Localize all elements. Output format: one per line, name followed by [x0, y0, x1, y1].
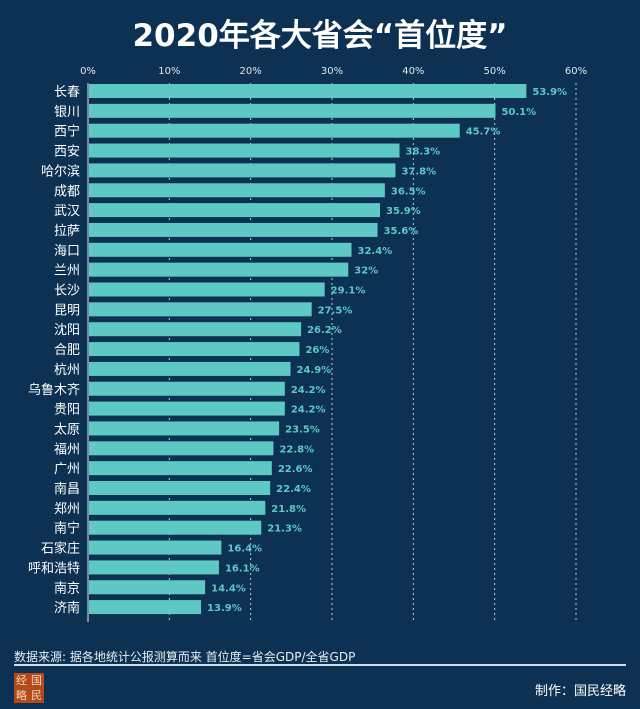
category-label: 沈阳	[54, 323, 80, 338]
category-label: 太原	[54, 422, 80, 437]
bar	[89, 84, 527, 98]
data-label: 13.9%	[207, 603, 242, 614]
category-label: 西宁	[54, 124, 80, 140]
category-label: 海口	[54, 244, 80, 259]
logo: 经国略民	[14, 673, 44, 703]
bar	[89, 461, 272, 476]
bar-chart: 0% 10% 20% 30% 40% 50% 60% 长春 53.9% 银川 50.1% 西宁 45.7…	[28, 66, 587, 622]
data-label: 35.6%	[384, 226, 419, 237]
bar	[89, 441, 274, 456]
data-label: 21.8%	[271, 504, 306, 515]
data-label: 26.2%	[307, 325, 342, 336]
bar	[89, 421, 280, 436]
data-label: 38.3%	[406, 147, 441, 158]
bar	[89, 342, 300, 357]
category-label: 杭州	[54, 363, 80, 378]
x-tick-label: 50%	[484, 66, 506, 77]
category-label: 昆明	[54, 303, 80, 318]
data-label: 32.4%	[358, 246, 393, 257]
data-label: 50.1%	[501, 107, 536, 118]
x-tick-label: 60%	[565, 66, 587, 77]
category-label: 武汉	[54, 204, 80, 219]
bar	[89, 381, 285, 396]
x-tick-label: 40%	[402, 66, 424, 77]
data-label: 22.8%	[279, 444, 314, 455]
bar	[89, 580, 206, 595]
category-label: 长沙	[54, 284, 80, 299]
category-label: 拉萨	[54, 224, 80, 239]
data-label: 24.9%	[297, 365, 332, 376]
bar	[89, 282, 325, 297]
data-label: 45.7%	[466, 127, 501, 138]
category-label: 石家庄	[41, 541, 80, 557]
data-label: 22.6%	[278, 464, 313, 475]
data-label: 27.5%	[318, 305, 353, 316]
data-label: 16.1%	[225, 563, 260, 574]
bar	[89, 103, 496, 118]
bar	[89, 520, 262, 535]
category-label: 郑州	[54, 502, 80, 517]
bar	[89, 143, 400, 158]
data-label: 37.8%	[401, 166, 436, 177]
credit-text: 制作：国民经略	[534, 684, 626, 699]
category-label: 南宁	[54, 521, 80, 537]
bar	[89, 163, 396, 178]
data-label: 36.5%	[391, 186, 426, 197]
category-label: 西安	[54, 145, 80, 160]
data-label: 21.3%	[267, 524, 302, 535]
category-label: 长春	[54, 85, 80, 100]
data-label: 14.4%	[211, 583, 246, 594]
data-label: 24.2%	[291, 405, 326, 416]
category-label: 南京	[54, 580, 80, 596]
data-source-note: 数据来源: 据各地统计公报测算而来 首位度=省会GDP/全省GDP	[14, 650, 356, 664]
data-label: 16.4%	[227, 544, 262, 555]
bar	[89, 540, 222, 555]
category-label: 银川	[54, 105, 80, 120]
data-label: 24.2%	[291, 385, 326, 396]
x-tick-label: 10%	[158, 66, 180, 77]
bar	[89, 222, 378, 237]
bar	[89, 481, 271, 495]
data-label: 32%	[354, 266, 378, 277]
category-label: 乌鲁木齐	[28, 382, 80, 398]
bar	[89, 361, 291, 376]
bar	[89, 401, 285, 416]
x-tick-label: 20%	[240, 66, 262, 77]
bar	[89, 302, 312, 317]
category-label: 合肥	[54, 343, 80, 358]
category-label: 呼和浩特	[28, 561, 80, 576]
bar	[89, 322, 302, 337]
bar	[89, 262, 349, 277]
data-label: 53.9%	[532, 87, 567, 98]
bar	[89, 560, 219, 575]
category-label: 济南	[54, 600, 80, 616]
x-tick-label: 0%	[80, 66, 96, 77]
x-tick-label: 30%	[321, 66, 343, 77]
data-label: 26%	[305, 345, 329, 356]
bar	[89, 242, 352, 257]
category-label: 贵阳	[54, 403, 80, 418]
category-label: 兰州	[54, 264, 80, 279]
data-label: 22.4%	[276, 484, 311, 495]
footer-divider	[14, 664, 626, 666]
data-label: 23.5%	[285, 424, 320, 435]
data-label: 35.9%	[386, 206, 421, 217]
category-label: 广州	[54, 462, 80, 477]
category-label: 南昌	[54, 481, 80, 497]
category-label: 成都	[54, 184, 80, 199]
category-label: 哈尔滨	[41, 163, 80, 179]
category-label: 福州	[54, 442, 80, 457]
bar	[89, 500, 266, 515]
bar	[89, 123, 460, 138]
chart-title: 2020年各大省会“首位度”	[132, 18, 508, 54]
bar	[89, 183, 385, 198]
bar	[89, 600, 202, 615]
data-label: 29.1%	[331, 286, 366, 297]
bar	[89, 203, 380, 218]
